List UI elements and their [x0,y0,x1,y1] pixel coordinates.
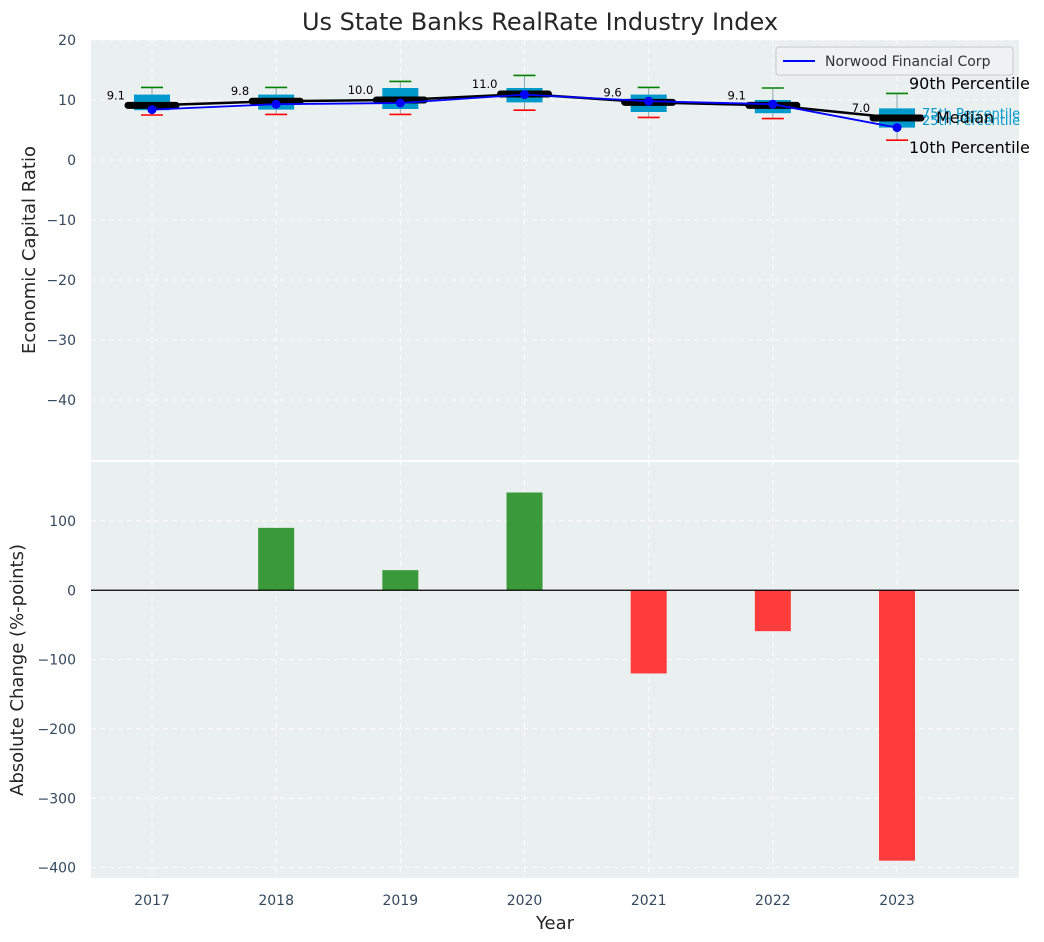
x-tick-label-2018: 2018 [258,893,294,909]
top-y-tick-label: 0 [67,153,76,169]
top-y-tick-label: −30 [46,333,76,349]
series-point-norwood [395,98,405,108]
series-point-norwood [271,99,281,109]
x-tick-label-2021: 2021 [631,893,667,909]
legend-label-norwood: Norwood Financial Corp [825,54,991,70]
change-bar-2019 [382,570,419,591]
top-y-axis-label: Economic Capital Ratio [19,146,40,354]
series-point-norwood [768,99,778,109]
percentile-annotations: 90th Percentile 75th Percentile 25th Per… [909,74,1030,157]
legend-box [775,46,1014,76]
chart-title: Us State Banks RealRate Industry Index [302,8,778,36]
bottom-panel-background [91,462,1019,878]
annotation-10th: 10th Percentile [909,138,1030,157]
top-y-tick-label: −10 [46,213,76,229]
x-ticks: 2017 2018 2019 2020 2021 2022 2023 [134,893,915,909]
median-value-label: 10.0 [348,83,374,97]
top-gridlines [91,39,1019,460]
change-bar-2023 [879,590,916,861]
company-series [147,90,902,133]
top-y-tick-label: 20 [58,33,76,49]
median-value-label: 9.6 [603,85,621,99]
x-tick-label-2023: 2023 [879,893,915,909]
median-value-label: 9.8 [231,84,249,98]
bottom-y-ticks: −400 −300 −200 −100 0 100 [38,514,76,877]
series-point-norwood [892,123,902,133]
x-tick-label-2020: 2020 [507,893,543,909]
median-value-label: 11.0 [472,77,498,91]
series-point-norwood [520,90,530,100]
change-bar-2018 [258,527,295,591]
series-point-norwood [147,105,157,115]
top-y-tick-label: 10 [58,93,76,109]
change-bars [258,492,916,861]
top-panel-background [91,40,1019,460]
bottom-y-tick-label: 0 [67,583,76,599]
annotation-75th: 75th Percentile [922,107,1020,122]
series-point-norwood [644,96,654,106]
bottom-y-tick-label: 100 [49,514,76,530]
change-bar-2020 [506,492,543,591]
bottom-y-tick-label: −200 [38,722,76,738]
top-y-tick-label: −20 [46,273,76,289]
change-bar-2022 [754,590,791,632]
median-value-labels: 9.1 9.8 10.0 11.0 9.6 9.1 7.0 [107,77,870,115]
x-axis-label: Year [535,913,575,934]
top-panel: −40 −30 −20 −10 0 10 20 9.1 9.8 10.0 11.0 9.6 9.1 7.… [19,33,1030,460]
median-value-label: 9.1 [107,88,125,102]
top-y-tick-label: −40 [46,393,76,409]
legend: Norwood Financial Corp [775,46,1014,76]
bottom-y-tick-label: −300 [38,791,76,807]
annotation-median: Median [936,108,994,127]
bottom-y-tick-label: −400 [38,861,76,877]
top-y-ticks: −40 −30 −20 −10 0 10 20 [46,33,76,409]
x-tick-label-2017: 2017 [134,893,170,909]
x-tick-label-2019: 2019 [383,893,419,909]
bottom-panel: −400 −300 −200 −100 0 100 2017 2018 2019 2020 202… [7,462,1019,934]
median-value-label: 9.1 [728,88,746,102]
annotation-90th: 90th Percentile [909,74,1030,93]
bottom-y-tick-label: −100 [38,653,76,669]
change-bar-2021 [630,590,667,674]
annotation-25th: 25th Percentile [922,114,1020,129]
bottom-y-axis-label: Absolute Change (%-points) [7,544,28,796]
median-value-label: 7.0 [852,101,870,115]
x-tick-label-2022: 2022 [755,893,791,909]
